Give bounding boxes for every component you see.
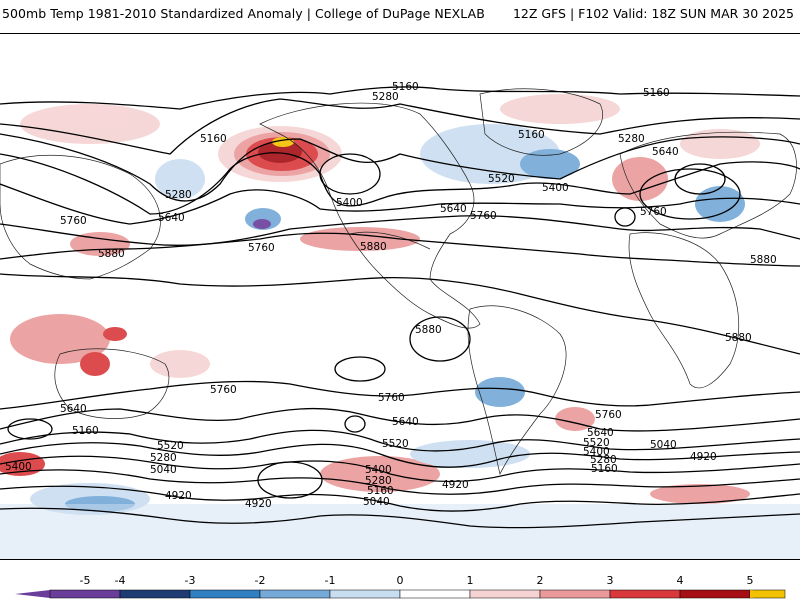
contour-label: 5400 bbox=[365, 464, 392, 476]
contour-label: 5640 bbox=[652, 146, 679, 158]
contour-label: 5760 bbox=[595, 409, 622, 421]
contour-label: 5040 bbox=[363, 496, 390, 508]
contour-label: 5760 bbox=[378, 392, 405, 404]
contour-label: 5160 bbox=[200, 133, 227, 145]
contour-label: 5880 bbox=[360, 241, 387, 253]
contour-label: 5880 bbox=[725, 332, 752, 344]
contour-label: 5400 bbox=[542, 182, 569, 194]
colorbar-swatch bbox=[119, 589, 191, 599]
anomaly-shading bbox=[0, 94, 800, 559]
contour-label: 5880 bbox=[415, 324, 442, 336]
contour-label: 5160 bbox=[643, 87, 670, 99]
contour-label: 5160 bbox=[392, 81, 419, 93]
contour-label: 5640 bbox=[158, 212, 185, 224]
contour-label: 5520 bbox=[157, 440, 184, 452]
contour-label: 5640 bbox=[60, 403, 87, 415]
height-contours bbox=[0, 86, 800, 529]
colorbar-tick-label: 0 bbox=[396, 574, 404, 587]
colorbar-swatch bbox=[539, 589, 611, 599]
colorbar-swatch bbox=[399, 589, 471, 599]
model-run-info: 12Z GFS | F102 Valid: 18Z SUN MAR 30 202… bbox=[512, 6, 794, 21]
contour-label: 5880 bbox=[98, 248, 125, 260]
contour-label: 5520 bbox=[583, 437, 610, 449]
colorbar-swatch bbox=[679, 589, 751, 599]
contour-label: 5880 bbox=[750, 254, 777, 266]
contour-label: 5640 bbox=[440, 203, 467, 215]
contour-label: 5160 bbox=[591, 463, 618, 475]
contour-label: 5760 bbox=[470, 210, 497, 222]
contour-label: 5520 bbox=[488, 173, 515, 185]
header: 500mb Temp 1981-2010 Standardized Anomal… bbox=[0, 0, 800, 32]
contour-label: 5400 bbox=[336, 197, 363, 209]
colorbar-tick-label: -2 bbox=[254, 574, 266, 587]
contour-label: 5520 bbox=[382, 438, 409, 450]
contour-label: 4920 bbox=[245, 498, 272, 510]
colorbar-max-arrow bbox=[750, 590, 785, 598]
coastlines bbox=[0, 88, 797, 476]
contour-label: 5160 bbox=[367, 485, 394, 497]
contour-label: 5760 bbox=[248, 242, 275, 254]
contour-label: 5400 bbox=[583, 446, 610, 458]
colorbar-min-arrow bbox=[15, 590, 50, 598]
contour-label: 5400 bbox=[5, 461, 32, 473]
colorbar-tick-label: -3 bbox=[184, 574, 196, 587]
contour-label: 5280 bbox=[372, 91, 399, 103]
colorbar-swatch bbox=[259, 589, 331, 599]
contour-label: 5760 bbox=[640, 206, 667, 218]
contour-label: 4920 bbox=[690, 451, 717, 463]
contour-label: 5280 bbox=[365, 475, 392, 487]
colorbar-swatch bbox=[189, 589, 261, 599]
contour-label: 5280 bbox=[590, 454, 617, 466]
map-panel: 5160 5280 5160 5160 5160 5280 5640 5400 … bbox=[0, 33, 800, 560]
colorbar-swatch bbox=[469, 589, 541, 599]
contour-label: 5280 bbox=[165, 189, 192, 201]
contour-label: 5280 bbox=[618, 133, 645, 145]
contour-label: 5160 bbox=[518, 129, 545, 141]
contour-label: 5160 bbox=[72, 425, 99, 437]
colorbar-tick-label: -4 bbox=[114, 574, 126, 587]
contour-label: 5760 bbox=[60, 215, 87, 227]
colorbar-tick-label: 5 bbox=[746, 574, 754, 587]
contour-labels: 5160 5280 5160 5160 5160 5280 5640 5400 … bbox=[5, 81, 777, 510]
colorbar-tick-label: 1 bbox=[466, 574, 474, 587]
contour-label: 5640 bbox=[392, 416, 419, 428]
colorbar-swatches bbox=[15, 589, 786, 599]
colorbar-swatch bbox=[49, 589, 121, 599]
anomaly-map: 5160 5280 5160 5160 5160 5280 5640 5400 … bbox=[0, 81, 800, 559]
contour-label: 4920 bbox=[165, 490, 192, 502]
colorbar-swatch bbox=[329, 589, 401, 599]
contour-label: 5040 bbox=[150, 464, 177, 476]
colorbar-tick-label: -5 bbox=[79, 574, 91, 587]
contour-label: 5640 bbox=[587, 427, 614, 439]
colorbar-tick-label: -1 bbox=[324, 574, 336, 587]
colorbar-tick-label: 4 bbox=[676, 574, 684, 587]
contour-label: 4920 bbox=[442, 479, 469, 491]
colorbar bbox=[15, 589, 786, 599]
contour-label: 5040 bbox=[650, 439, 677, 451]
colorbar-tick-label: 2 bbox=[536, 574, 544, 587]
colorbar-tick-label: 3 bbox=[606, 574, 614, 587]
map-title: 500mb Temp 1981-2010 Standardized Anomal… bbox=[2, 6, 485, 21]
colorbar-swatch bbox=[609, 589, 681, 599]
contour-label: 5760 bbox=[210, 384, 237, 396]
contour-label: 5280 bbox=[150, 452, 177, 464]
